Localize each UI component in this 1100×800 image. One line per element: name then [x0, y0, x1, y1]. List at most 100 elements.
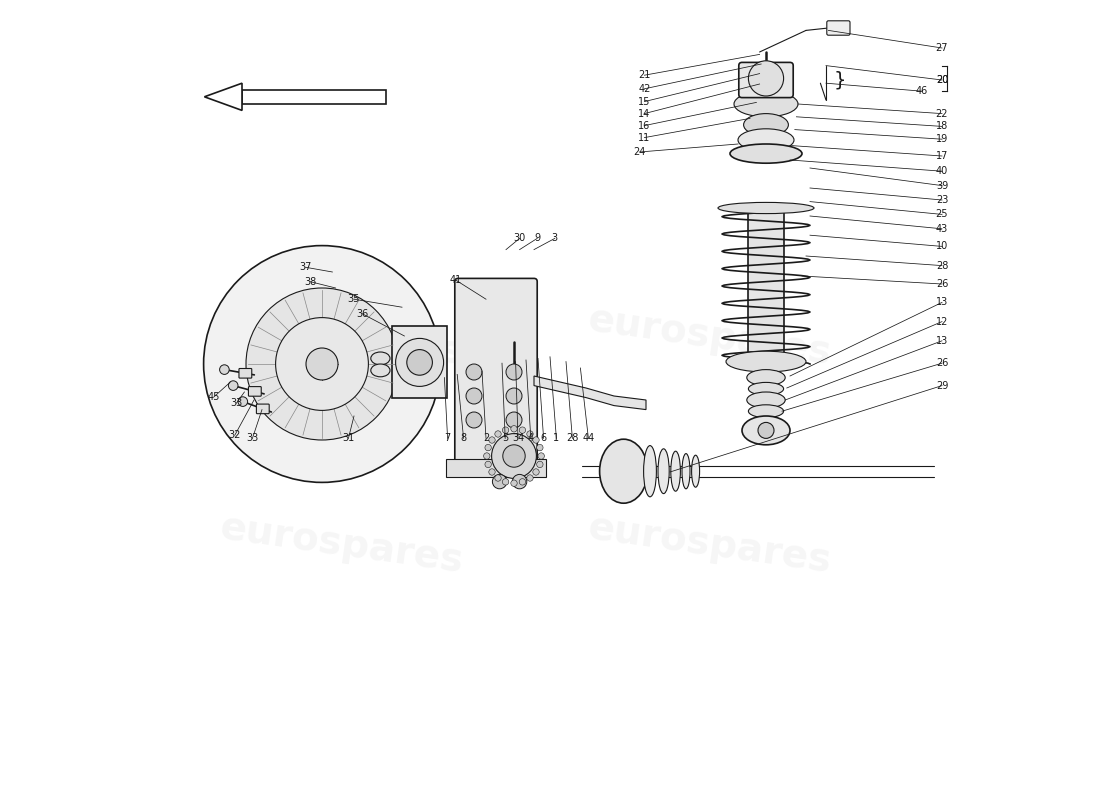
Ellipse shape — [692, 455, 700, 487]
Circle shape — [527, 475, 534, 482]
Circle shape — [537, 462, 543, 468]
FancyBboxPatch shape — [739, 62, 793, 98]
Text: 29: 29 — [936, 381, 948, 390]
Text: eurospares: eurospares — [586, 300, 834, 372]
Circle shape — [492, 434, 537, 478]
Ellipse shape — [730, 144, 802, 163]
Circle shape — [466, 364, 482, 380]
Ellipse shape — [747, 392, 785, 408]
Circle shape — [407, 350, 432, 375]
Ellipse shape — [371, 352, 390, 365]
Text: 36: 36 — [356, 309, 369, 318]
Ellipse shape — [747, 370, 785, 386]
Text: 41: 41 — [450, 275, 462, 285]
Circle shape — [537, 444, 543, 450]
FancyBboxPatch shape — [256, 404, 270, 414]
Text: 25: 25 — [936, 210, 948, 219]
Circle shape — [485, 462, 492, 468]
Bar — [446, 459, 546, 477]
Circle shape — [506, 388, 522, 404]
Text: 26: 26 — [936, 358, 948, 368]
Text: 45: 45 — [208, 392, 220, 402]
Circle shape — [306, 348, 338, 380]
Text: 42: 42 — [638, 84, 650, 94]
Text: 2: 2 — [483, 434, 490, 443]
Text: 39: 39 — [936, 181, 948, 190]
FancyBboxPatch shape — [239, 369, 252, 378]
Ellipse shape — [748, 382, 783, 395]
Text: 1: 1 — [553, 434, 560, 443]
Text: eurospares: eurospares — [586, 508, 834, 580]
Bar — [748, 208, 783, 364]
Ellipse shape — [748, 405, 783, 418]
Polygon shape — [242, 90, 386, 104]
Text: 35: 35 — [348, 294, 360, 304]
Ellipse shape — [726, 351, 806, 372]
Circle shape — [495, 475, 502, 482]
Ellipse shape — [738, 129, 794, 151]
Text: 21: 21 — [638, 70, 650, 80]
Circle shape — [493, 474, 507, 489]
Circle shape — [246, 288, 398, 440]
Circle shape — [485, 444, 492, 450]
Circle shape — [484, 453, 490, 459]
Ellipse shape — [600, 439, 648, 503]
Circle shape — [503, 478, 509, 485]
Text: 37: 37 — [299, 262, 311, 272]
Bar — [756, 364, 777, 436]
Text: 9: 9 — [535, 234, 540, 243]
Text: 18: 18 — [936, 122, 948, 131]
Text: 27: 27 — [936, 43, 948, 53]
Text: 4: 4 — [528, 434, 534, 443]
Text: 43: 43 — [936, 224, 948, 234]
Text: 14: 14 — [638, 109, 650, 118]
Text: 28: 28 — [936, 261, 948, 270]
Circle shape — [503, 427, 509, 434]
Text: eurospares: eurospares — [218, 508, 466, 580]
Text: 24: 24 — [634, 147, 646, 157]
Text: 33: 33 — [246, 434, 258, 443]
Text: 19: 19 — [936, 134, 948, 144]
Circle shape — [532, 437, 539, 443]
Text: 11: 11 — [638, 133, 650, 142]
Text: 15: 15 — [638, 97, 650, 106]
Text: 23: 23 — [936, 195, 948, 205]
Circle shape — [506, 364, 522, 380]
Circle shape — [510, 426, 517, 432]
Text: 44: 44 — [582, 434, 594, 443]
Bar — [393, 326, 447, 398]
Circle shape — [238, 397, 248, 406]
Circle shape — [748, 61, 783, 96]
Circle shape — [538, 453, 544, 459]
Text: 6: 6 — [540, 434, 547, 443]
Circle shape — [519, 427, 526, 434]
Text: 7: 7 — [444, 434, 451, 443]
Ellipse shape — [671, 451, 681, 491]
Circle shape — [495, 430, 502, 437]
Circle shape — [488, 437, 495, 443]
Text: 10: 10 — [936, 242, 948, 251]
Circle shape — [513, 474, 527, 489]
Text: 31: 31 — [342, 434, 354, 443]
FancyBboxPatch shape — [454, 278, 537, 469]
Ellipse shape — [682, 454, 690, 489]
Text: 8: 8 — [461, 434, 466, 443]
Ellipse shape — [644, 446, 657, 497]
Circle shape — [758, 422, 774, 438]
Text: 16: 16 — [638, 121, 650, 130]
Text: }: } — [834, 70, 847, 90]
Ellipse shape — [718, 202, 814, 214]
FancyBboxPatch shape — [827, 21, 850, 35]
Text: 3: 3 — [552, 234, 558, 243]
Ellipse shape — [734, 91, 798, 117]
Polygon shape — [534, 376, 646, 410]
Circle shape — [519, 478, 526, 485]
Text: 20: 20 — [936, 75, 948, 85]
Circle shape — [466, 412, 482, 428]
Circle shape — [396, 338, 443, 386]
Text: 26: 26 — [936, 279, 948, 289]
Text: 12: 12 — [936, 317, 948, 326]
Text: 32: 32 — [229, 430, 241, 440]
Text: 46: 46 — [916, 86, 928, 96]
Text: 34: 34 — [512, 434, 524, 443]
